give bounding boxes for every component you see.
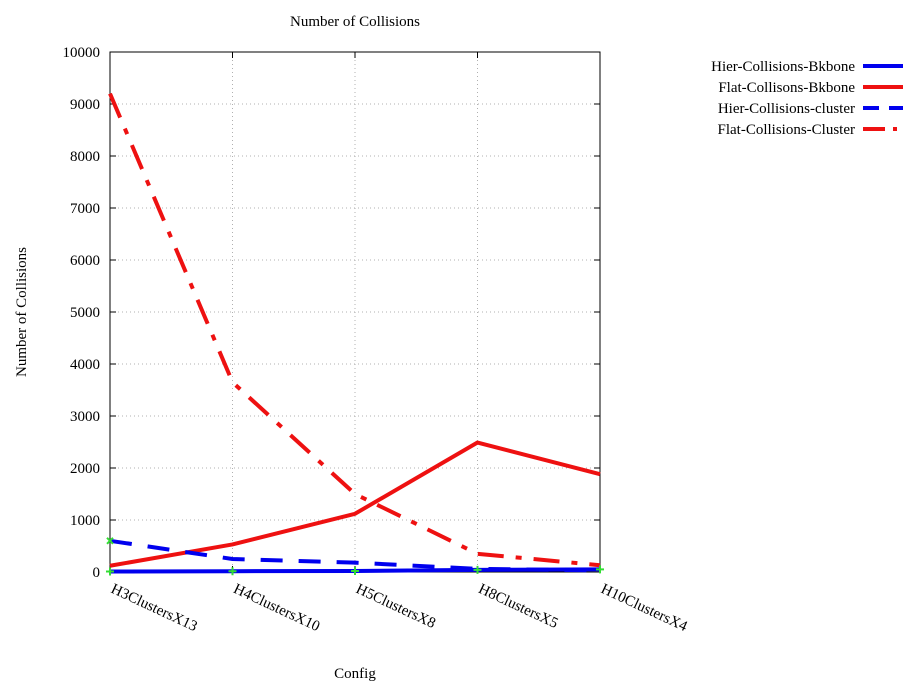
data-point-marker — [106, 537, 114, 545]
legend-label: Flat-Collisions-Cluster — [717, 122, 855, 138]
data-point-marker — [106, 567, 114, 576]
legend-label: Hier-Collisions-cluster — [718, 101, 855, 117]
x-tick-label: H4ClustersX10 — [231, 581, 322, 635]
x-tick-label: H10ClustersX4 — [598, 581, 690, 635]
grid-lines — [110, 52, 600, 572]
data-point-marker — [228, 567, 237, 576]
y-tick-label: 4000 — [70, 357, 100, 373]
x-axis-ticks: H3ClustersX13 H4ClustersX10 H5ClustersX8 H8… — [108, 52, 690, 635]
y-tick-label: 0 — [93, 565, 101, 581]
y-axis-ticks: 0 1000 2000 3000 4000 5000 6000 7000 8000 9000 100… — [63, 45, 600, 581]
chart-title: Number of Collisions — [290, 14, 420, 30]
y-tick-label: 2000 — [70, 461, 100, 477]
y-tick-label: 3000 — [70, 409, 100, 425]
legend-label: Hier-Collisions-Bkbone — [711, 59, 855, 75]
y-tick-label: 9000 — [70, 97, 100, 113]
y-tick-label: 7000 — [70, 201, 100, 217]
data-point-marker — [473, 565, 482, 574]
y-tick-label: 10000 — [63, 45, 101, 61]
series-line — [108, 92, 601, 568]
series-line — [109, 538, 601, 573]
x-axis-label: Config — [334, 666, 376, 681]
y-tick-label: 5000 — [70, 305, 100, 321]
x-tick-label: H8ClustersX5 — [476, 581, 561, 632]
legend: Hier-Collisions-Bkbone Flat-Collisons-Bkb… — [711, 59, 903, 138]
x-tick-label: H5ClustersX8 — [353, 581, 438, 632]
y-axis-label: Number of Collisions — [14, 247, 30, 377]
y-tick-label: 1000 — [70, 513, 100, 529]
data-point-marker — [596, 565, 604, 574]
x-tick-label: H3ClustersX13 — [108, 581, 199, 635]
y-tick-label: 8000 — [70, 149, 100, 165]
data-markers — [106, 537, 604, 576]
y-tick-label: 6000 — [70, 253, 100, 269]
data-point-marker — [351, 566, 359, 575]
legend-label: Flat-Collisons-Bkbone — [718, 80, 855, 96]
